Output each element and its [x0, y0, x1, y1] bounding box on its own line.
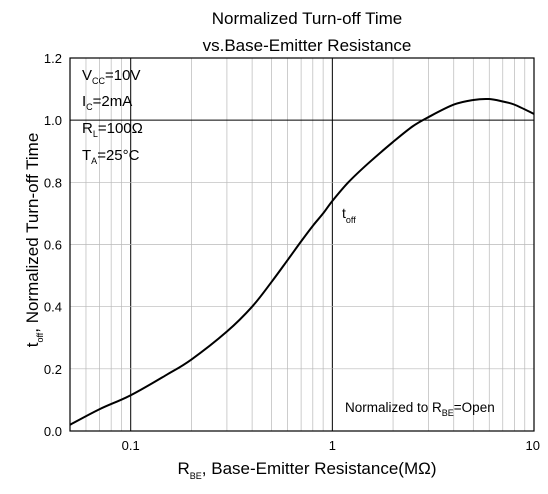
condition-vcc-value: =10V	[105, 67, 140, 84]
plot-frame	[69, 57, 535, 432]
condition-ta-subscript: A	[91, 156, 97, 166]
y-axis-label-rest: , Normalized Turn-off Time	[23, 133, 42, 333]
curve-label-symbol: t	[342, 205, 346, 221]
y-tick-label-2: 0.4	[44, 300, 62, 315]
curve-label-subscript: off	[346, 215, 356, 225]
y-axis-label-subscript: off	[35, 332, 45, 342]
toff-curve-0	[69, 97, 535, 426]
x-tick-label-0: 0.1	[122, 438, 140, 453]
y-tick-label-0: 0.0	[44, 424, 62, 439]
chart-title: Normalized Turn-off Time	[212, 9, 403, 28]
y-tick-label-4: 0.8	[44, 175, 62, 190]
condition-rl: RL=100Ω	[82, 120, 143, 139]
series-layer	[69, 97, 535, 426]
y-tick-label-6: 1.2	[44, 51, 62, 66]
condition-rl-subscript: L	[93, 129, 98, 139]
x-axis-label-symbol: R	[177, 459, 189, 478]
condition-ic-symbol: I	[82, 93, 86, 110]
normalization-note-value: =Open	[454, 400, 495, 415]
condition-ic: IC=2mA	[82, 93, 132, 112]
condition-ic-value: =2mA	[93, 93, 133, 110]
condition-vcc: VCC=10V	[82, 67, 140, 86]
condition-ic-subscript: C	[86, 102, 93, 112]
condition-rl-value: =100Ω	[98, 120, 143, 137]
normalization-note-text: Normalized to R	[345, 400, 442, 415]
y-axis-label: toff, Normalized Turn-off Time	[23, 133, 45, 348]
conditions-box: VCC=10V IC=2mA RL=100Ω TA=25°C	[82, 67, 143, 166]
condition-ta-symbol: T	[82, 147, 91, 164]
x-tick-label-1: 1	[329, 438, 336, 453]
y-tick-label-1: 0.2	[44, 362, 62, 377]
tick-label-layer: 0.0 0.2 0.4 0.6 0.8 1.0 1.2 0.1 1 10	[44, 51, 540, 453]
condition-ta: TA=25°C	[82, 147, 140, 166]
condition-ta-value: =25°C	[97, 147, 139, 164]
condition-rl-symbol: R	[82, 120, 93, 137]
x-axis-label: RBE, Base-Emitter Resistance(MΩ)	[177, 459, 436, 481]
x-axis-label-rest: , Base-Emitter Resistance(MΩ)	[202, 459, 437, 478]
chart-subtitle: vs.Base-Emitter Resistance	[203, 36, 412, 55]
x-axis-label-subscript: BE	[190, 471, 202, 481]
condition-vcc-subscript: CC	[92, 76, 105, 86]
condition-vcc-symbol: V	[82, 67, 92, 84]
y-tick-label-5: 1.0	[44, 113, 62, 128]
normalization-note: Normalized to RBE=Open	[345, 400, 495, 418]
y-axis-label-symbol: t	[23, 342, 42, 347]
grid-layer	[70, 58, 534, 431]
normalization-note-subscript: BE	[442, 408, 454, 418]
x-tick-label-2: 10	[526, 438, 540, 453]
curve-label: toff	[342, 205, 356, 225]
y-tick-label-3: 0.6	[44, 238, 62, 253]
